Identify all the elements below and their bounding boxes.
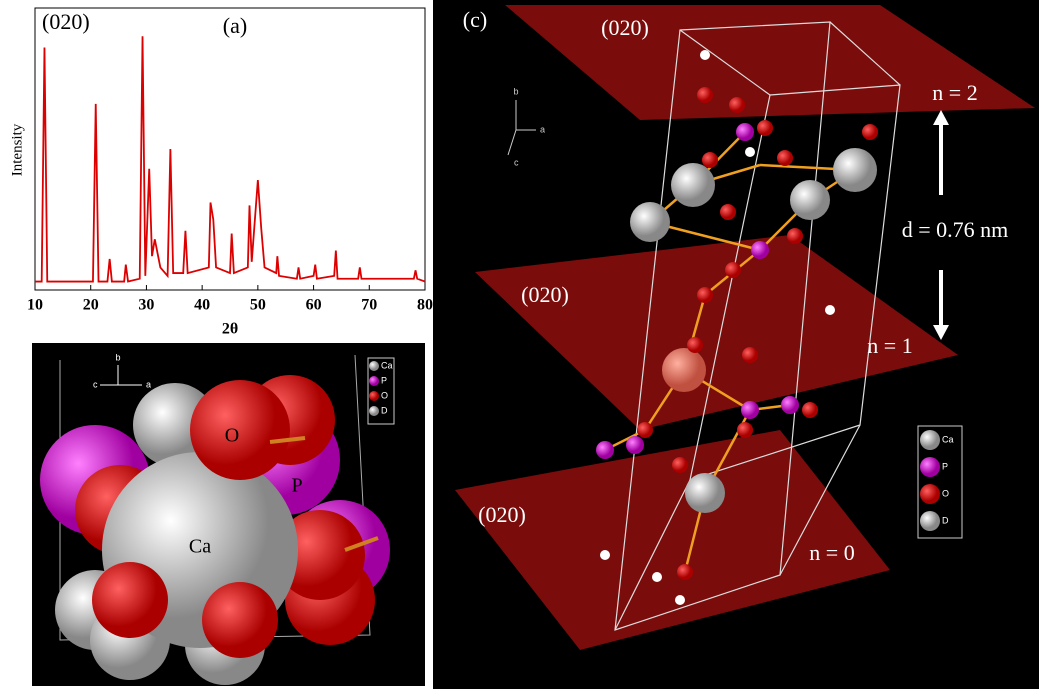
peak-annotation: (020) xyxy=(42,9,90,34)
x-tick-label: 10 xyxy=(27,297,43,314)
legend-swatch xyxy=(369,391,379,401)
legend-label: D xyxy=(942,515,949,525)
axis-label: b xyxy=(115,352,120,362)
legend-swatch xyxy=(369,361,379,371)
legend-label: O xyxy=(942,488,949,498)
legend-swatch xyxy=(369,376,379,386)
level-label: n = 0 xyxy=(809,540,854,565)
atom-label: P xyxy=(291,475,302,497)
x-tick-label: 80 xyxy=(417,297,433,314)
x-tick-label: 40 xyxy=(194,297,210,314)
axis-label: c xyxy=(93,379,98,389)
level-label: n = 2 xyxy=(932,80,977,105)
spacing-label: d = 0.76 nm xyxy=(902,217,1009,242)
x-tick-label: 20 xyxy=(83,297,99,314)
plane-label: (020) xyxy=(478,502,526,527)
atom xyxy=(92,562,168,638)
legend-label: P xyxy=(942,461,948,471)
atom-label: O xyxy=(225,425,239,447)
legend-swatch xyxy=(920,511,940,531)
atom-label: Ca xyxy=(189,536,211,558)
x-tick-label: 50 xyxy=(250,297,266,314)
panel-label: (a) xyxy=(223,13,247,38)
plane-label: (020) xyxy=(521,282,569,307)
plane-label: (020) xyxy=(601,15,649,40)
axis-label: b xyxy=(513,86,518,96)
x-tick-label: 30 xyxy=(138,297,154,314)
level-label: n = 1 xyxy=(867,333,912,358)
legend-swatch xyxy=(920,484,940,504)
x-tick-label: 70 xyxy=(361,297,377,314)
xrd-line xyxy=(35,36,425,281)
figure: (020) (a) 2θ Intensity 1020304050607080 … xyxy=(0,0,1039,689)
panel-label: (b) xyxy=(237,347,263,372)
legend-label: Ca xyxy=(942,434,954,444)
panel-label: (c) xyxy=(463,7,487,32)
legend-label: O xyxy=(381,390,388,400)
structure-panel-c: b a c (c) (020) (020) (020) n = 2 n = 1 … xyxy=(433,0,1039,689)
y-axis-label: Intensity xyxy=(9,123,25,176)
x-tick-label: 60 xyxy=(306,297,322,314)
legend-swatch xyxy=(369,406,379,416)
legend-label: D xyxy=(381,405,388,415)
legend-label: Ca xyxy=(381,360,393,370)
axis-label: a xyxy=(540,124,545,134)
atom xyxy=(190,380,290,480)
legend-swatch xyxy=(920,457,940,477)
axis-label: a xyxy=(146,379,151,389)
legend-swatch xyxy=(920,430,940,450)
x-axis-label: 2θ xyxy=(222,321,238,338)
atom xyxy=(202,582,278,658)
legend-label: P xyxy=(381,375,387,385)
axis-label: c xyxy=(514,157,519,167)
xrd-panel: (020) (a) 2θ Intensity 10 20 30 40 50 60 70 80 xyxy=(9,8,433,338)
